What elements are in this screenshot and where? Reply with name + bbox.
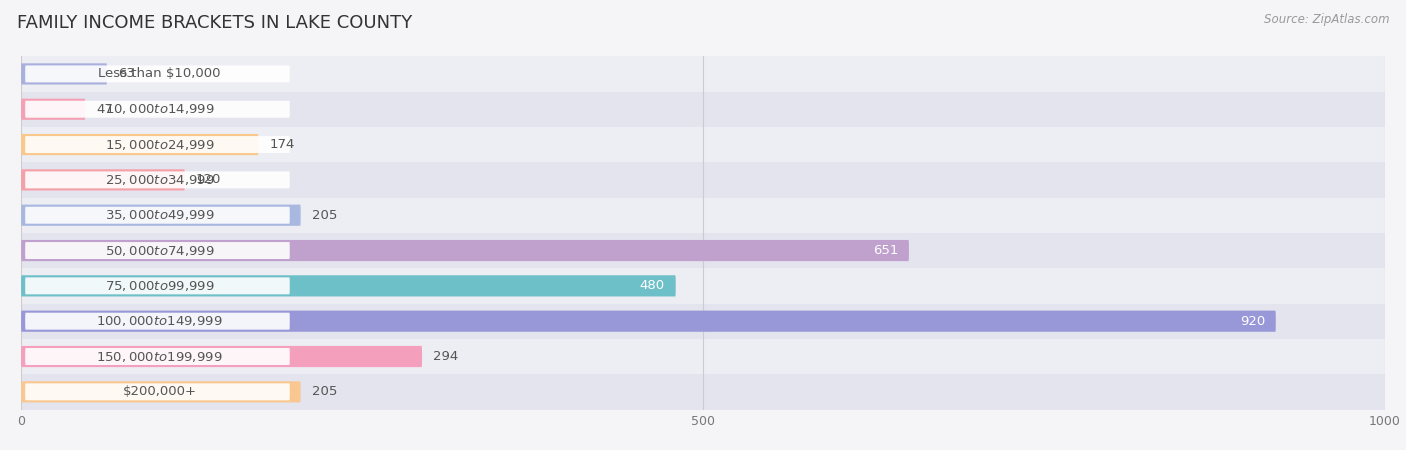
FancyBboxPatch shape — [21, 99, 86, 120]
Text: $10,000 to $14,999: $10,000 to $14,999 — [104, 102, 214, 116]
Bar — [21, 303, 1385, 339]
FancyBboxPatch shape — [25, 65, 290, 82]
FancyBboxPatch shape — [25, 101, 290, 118]
FancyBboxPatch shape — [21, 275, 676, 297]
Text: 651: 651 — [873, 244, 898, 257]
Bar — [21, 339, 1385, 374]
FancyBboxPatch shape — [21, 240, 908, 261]
FancyBboxPatch shape — [21, 63, 107, 85]
Text: 920: 920 — [1240, 315, 1265, 328]
Bar — [21, 127, 1385, 162]
Text: Source: ZipAtlas.com: Source: ZipAtlas.com — [1264, 14, 1389, 27]
Text: Less than $10,000: Less than $10,000 — [98, 68, 221, 81]
FancyBboxPatch shape — [21, 381, 301, 402]
Text: 174: 174 — [270, 138, 295, 151]
Text: $35,000 to $49,999: $35,000 to $49,999 — [104, 208, 214, 222]
Bar — [21, 268, 1385, 303]
FancyBboxPatch shape — [21, 134, 259, 155]
Bar — [21, 374, 1385, 410]
FancyBboxPatch shape — [25, 171, 290, 189]
Text: 120: 120 — [195, 173, 221, 186]
Text: 47: 47 — [96, 103, 112, 116]
FancyBboxPatch shape — [25, 242, 290, 259]
Text: FAMILY INCOME BRACKETS IN LAKE COUNTY: FAMILY INCOME BRACKETS IN LAKE COUNTY — [17, 14, 412, 32]
Text: 294: 294 — [433, 350, 458, 363]
FancyBboxPatch shape — [25, 383, 290, 400]
FancyBboxPatch shape — [21, 169, 184, 190]
Text: $100,000 to $149,999: $100,000 to $149,999 — [96, 314, 222, 328]
FancyBboxPatch shape — [25, 136, 290, 153]
Text: $75,000 to $99,999: $75,000 to $99,999 — [104, 279, 214, 293]
Text: $15,000 to $24,999: $15,000 to $24,999 — [104, 138, 214, 152]
Bar — [21, 56, 1385, 92]
FancyBboxPatch shape — [25, 207, 290, 224]
Text: $150,000 to $199,999: $150,000 to $199,999 — [96, 350, 222, 364]
FancyBboxPatch shape — [25, 348, 290, 365]
Bar — [21, 233, 1385, 268]
FancyBboxPatch shape — [25, 277, 290, 294]
FancyBboxPatch shape — [21, 205, 301, 226]
FancyBboxPatch shape — [21, 346, 422, 367]
Text: $200,000+: $200,000+ — [122, 385, 197, 398]
Bar — [21, 92, 1385, 127]
Text: $25,000 to $34,999: $25,000 to $34,999 — [104, 173, 214, 187]
FancyBboxPatch shape — [21, 310, 1275, 332]
Text: 480: 480 — [640, 279, 665, 292]
Bar — [21, 162, 1385, 198]
Text: 205: 205 — [312, 209, 337, 222]
Bar — [21, 198, 1385, 233]
FancyBboxPatch shape — [25, 313, 290, 330]
Text: $50,000 to $74,999: $50,000 to $74,999 — [104, 243, 214, 257]
Text: 63: 63 — [118, 68, 135, 81]
Text: 205: 205 — [312, 385, 337, 398]
